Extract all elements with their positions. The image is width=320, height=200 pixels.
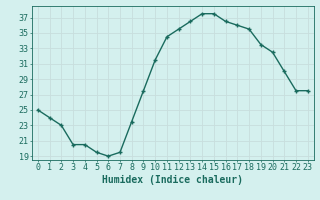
X-axis label: Humidex (Indice chaleur): Humidex (Indice chaleur) xyxy=(102,175,243,185)
